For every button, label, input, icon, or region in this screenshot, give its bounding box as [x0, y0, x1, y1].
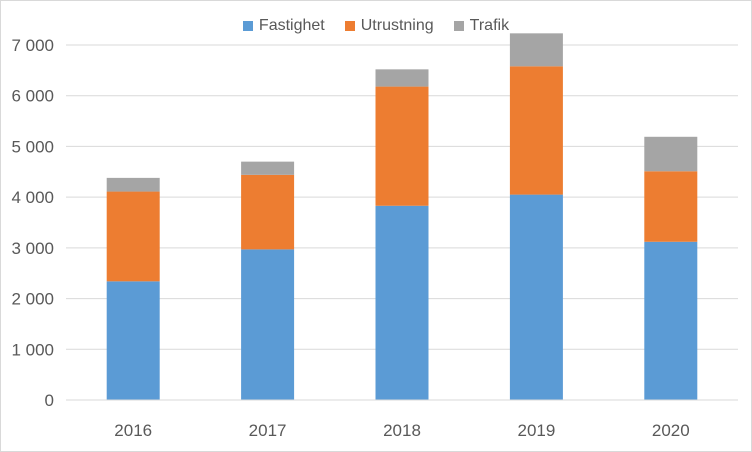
bar-utrustning-2018 — [375, 86, 429, 206]
bar-trafik-2019 — [509, 33, 563, 67]
legend-swatch-utrustning — [344, 21, 355, 31]
bar-trafik-2017 — [241, 161, 295, 175]
legend-label-utrustning: Utrustning — [360, 17, 434, 34]
legend-label-trafik: Trafik — [469, 17, 510, 34]
y-tick-label: 6 000 — [11, 87, 54, 106]
bar-fastighet-2019 — [509, 194, 563, 400]
legend-item-fastighet: Fastighet — [242, 17, 325, 35]
bar-utrustning-2017 — [241, 174, 295, 250]
legend-item-utrustning: Utrustning — [344, 17, 434, 35]
legend-label-fastighet: Fastighet — [258, 17, 325, 34]
bar-trafik-2018 — [375, 69, 429, 87]
y-tick-label: 3 000 — [11, 239, 54, 258]
bar-utrustning-2020 — [644, 171, 698, 242]
bar-fastighet-2020 — [644, 241, 698, 400]
y-tick-label: 4 000 — [11, 188, 54, 207]
legend-swatch-trafik — [453, 21, 464, 31]
y-tick-label: 2 000 — [11, 290, 54, 309]
x-tick-label: 2018 — [383, 421, 421, 440]
y-tick-label: 0 — [45, 391, 54, 410]
x-tick-label: 2016 — [114, 421, 152, 440]
legend: Fastighet Utrustning Trafik — [0, 17, 752, 35]
bar-trafik-2020 — [644, 136, 698, 172]
x-tick-label: 2017 — [249, 421, 287, 440]
bar-trafik-2016 — [106, 177, 160, 192]
bar-fastighet-2018 — [375, 205, 429, 400]
y-tick-label: 1 000 — [11, 340, 54, 359]
bar-utrustning-2016 — [106, 191, 160, 282]
x-axis-tick-labels: 2016 2017 2018 2019 2020 — [114, 421, 689, 440]
x-tick-label: 2019 — [517, 421, 555, 440]
y-tick-label: 7 000 — [11, 36, 54, 55]
legend-swatch-fastighet — [242, 21, 253, 31]
x-tick-label: 2020 — [652, 421, 690, 440]
y-tick-label: 5 000 — [11, 137, 54, 156]
bar-utrustning-2019 — [509, 66, 563, 195]
bar-fastighet-2017 — [241, 249, 295, 400]
bars — [106, 33, 698, 400]
legend-item-trafik: Trafik — [453, 17, 510, 35]
bar-fastighet-2016 — [106, 281, 160, 400]
y-axis-tick-labels: 0 1 000 2 000 3 000 4 000 5 000 6 000 7 000 — [11, 36, 54, 410]
